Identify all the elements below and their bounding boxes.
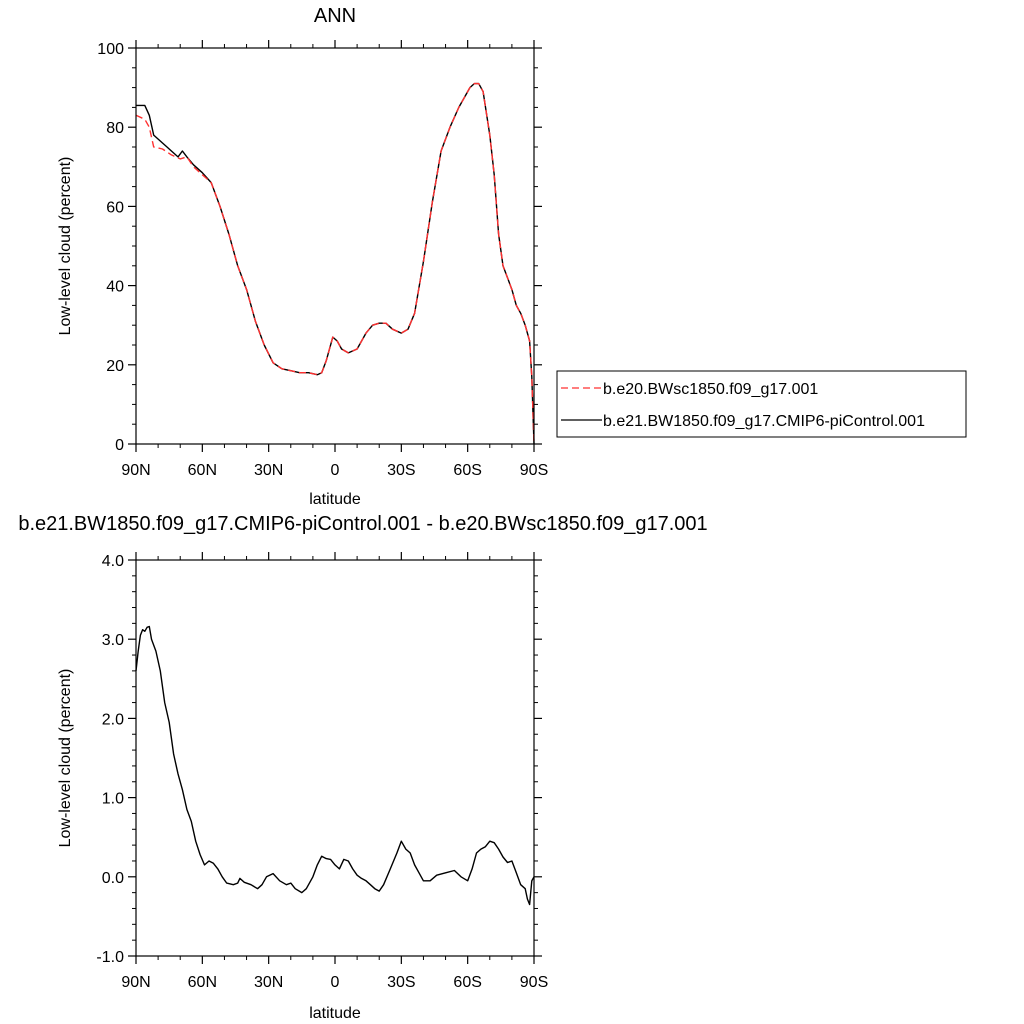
- top-x-axis-label: latitude: [309, 491, 361, 508]
- bottom-y-tick-label: -1.0: [96, 949, 124, 966]
- bottom-series: [135, 625, 535, 906]
- legend-label-series-1: b.e20.BWsc1850.f09_g17.001: [603, 381, 818, 398]
- top-line-chart: ANN Low-level cloud (percent) latitude 9…: [57, 5, 967, 508]
- bottom-series-line-1: [135, 625, 535, 906]
- legend-box: [556, 370, 967, 438]
- top-series-line-2: [136, 82, 535, 445]
- bottom-line-chart: b.e21.BW1850.f09_g17.CMIP6-piControl.001…: [18, 513, 707, 1022]
- bottom-ticks: 90N 60N 30N 0 30S 60S 90S -1.0 0.0 1.0 2.0 3.0 4.0: [96, 552, 548, 991]
- top-x-tick-label: 30S: [387, 462, 415, 479]
- bottom-y-axis-label: Low-level cloud (percent): [57, 669, 74, 848]
- top-y-tick-label: 100: [97, 41, 124, 58]
- legend: b.e20.BWsc1850.f09_g17.001 b.e21.BW1850.…: [556, 370, 967, 438]
- bottom-x-axis-label: latitude: [309, 1005, 361, 1022]
- top-y-tick-label: 40: [106, 279, 124, 296]
- bottom-y-tick-label: 1.0: [102, 791, 124, 808]
- top-x-tick-label: 90S: [520, 462, 548, 479]
- bottom-chart-title: b.e21.BW1850.f09_g17.CMIP6-piControl.001…: [18, 513, 707, 535]
- top-y-tick-label: 0: [115, 437, 124, 454]
- top-y-tick-label: 60: [106, 199, 124, 216]
- top-x-tick-label: 0: [331, 462, 340, 479]
- bottom-x-tick-label: 0: [331, 974, 340, 991]
- bottom-y-tick-label: 3.0: [102, 632, 124, 649]
- bottom-plot-frame: [135, 559, 535, 957]
- top-x-tick-label: 60N: [188, 462, 217, 479]
- bottom-x-tick-label: 30N: [254, 974, 283, 991]
- top-y-tick-label: 80: [106, 120, 124, 137]
- legend-label-series-2: b.e21.BW1850.f09_g17.CMIP6-piControl.001: [603, 413, 925, 430]
- top-series-line-1: [135, 82, 535, 445]
- bottom-x-tick-label: 30S: [387, 974, 415, 991]
- top-ticks: 90N 60N 30N 0 30S 60S 90S 0 20 40 60 80 100: [97, 40, 548, 479]
- top-y-axis-label: Low-level cloud (percent): [57, 157, 74, 336]
- bottom-y-tick-label: 0.0: [102, 870, 124, 887]
- bottom-x-tick-label: 60S: [453, 974, 481, 991]
- top-chart-title: ANN: [314, 5, 356, 27]
- top-plot-frame: [135, 47, 535, 445]
- bottom-y-tick-label: 4.0: [102, 553, 124, 570]
- top-x-tick-label: 90N: [121, 462, 150, 479]
- bottom-x-tick-label: 90N: [121, 974, 150, 991]
- top-x-tick-label: 60S: [453, 462, 481, 479]
- bottom-x-tick-label: 60N: [188, 974, 217, 991]
- top-x-tick-label: 30N: [254, 462, 283, 479]
- bottom-x-tick-label: 90S: [520, 974, 548, 991]
- bottom-y-tick-label: 2.0: [102, 711, 124, 728]
- top-y-tick-label: 20: [106, 358, 124, 375]
- top-series: [135, 82, 535, 445]
